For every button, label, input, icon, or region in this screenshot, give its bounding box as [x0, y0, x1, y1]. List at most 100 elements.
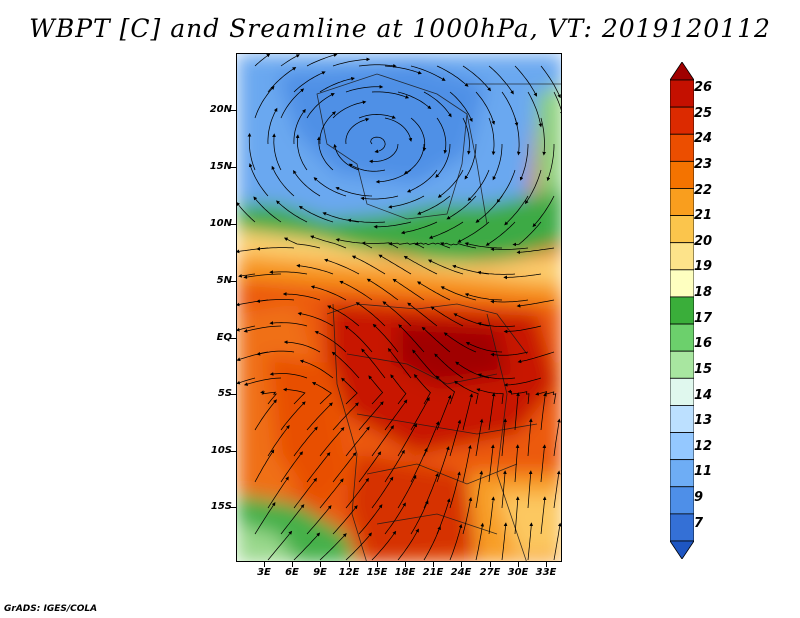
colorbar-swatch: [669, 459, 695, 488]
colorbar-top-triangle: [669, 61, 695, 81]
streamline: [306, 402, 333, 431]
streamline: [449, 471, 461, 509]
colorbar-label: 25: [694, 106, 713, 121]
colorbar-swatch: [669, 79, 695, 108]
colorbar-swatch: [669, 432, 695, 461]
streamline: [488, 496, 496, 535]
colorbar-swatches: [669, 61, 695, 560]
streamline: [436, 65, 469, 87]
streamline: [406, 169, 438, 193]
streamline: [358, 504, 383, 535]
streamline: [237, 201, 256, 223]
streamline: [384, 399, 408, 431]
streamline: [269, 321, 308, 327]
streamline: [283, 237, 321, 249]
colorbar-label: 20: [694, 234, 713, 249]
streamline: [527, 91, 543, 128]
streamline: [464, 143, 477, 180]
streamline: [475, 418, 484, 457]
colorbar-label: 12: [694, 439, 713, 454]
y-tick: [230, 224, 236, 225]
streamline: [519, 144, 529, 181]
streamline: [514, 444, 520, 483]
y-tick: [230, 167, 236, 168]
streamline: [403, 255, 438, 275]
streamline: [341, 377, 358, 405]
streamline: [436, 394, 452, 431]
streamline: [423, 525, 441, 561]
streamline: [414, 241, 451, 249]
streamline: [462, 444, 472, 483]
streamline: [501, 418, 507, 457]
streamline: [449, 91, 473, 123]
streamline: [428, 221, 464, 239]
streamline: [370, 136, 386, 154]
streamline: [488, 65, 514, 95]
streamline: [280, 54, 300, 67]
x-tick: [320, 562, 321, 567]
streamline: [382, 301, 412, 327]
streamline: [475, 91, 496, 125]
streamline: [501, 470, 507, 509]
streamline: [436, 446, 450, 483]
colorbar-swatch: [669, 242, 695, 271]
x-tick-label: 9E: [313, 567, 327, 578]
streamline: [332, 505, 358, 535]
streamline: [256, 350, 295, 356]
streamline: [243, 273, 281, 279]
streamline: [503, 273, 542, 280]
streamline: [464, 293, 503, 301]
streamline: [490, 351, 529, 357]
x-tick-label: 21E: [422, 567, 444, 578]
colorbar-swatch: [669, 377, 695, 406]
streamline: [306, 93, 335, 119]
streamline: [276, 200, 308, 223]
streamline: [306, 452, 331, 483]
streamline: [282, 292, 321, 301]
streamline: [331, 351, 360, 379]
colorbar-label: 13: [694, 413, 713, 428]
streamline: [360, 195, 399, 201]
streamline: [540, 392, 547, 431]
streamline: [267, 476, 289, 509]
streamline: [453, 313, 490, 327]
streamline: [435, 375, 455, 405]
streamline: [514, 392, 520, 431]
streamline: [397, 91, 432, 110]
x-tick: [405, 562, 406, 567]
streamline: [446, 195, 477, 220]
streamline: [501, 522, 508, 561]
streamline: [540, 117, 547, 156]
streamline: [527, 522, 534, 561]
streamline: [375, 169, 412, 184]
x-tick-label: 12E: [338, 567, 360, 578]
streamline: [436, 117, 448, 154]
streamline: [384, 65, 422, 75]
streamline: [464, 242, 502, 249]
streamline: [361, 348, 386, 379]
streamline: [384, 449, 405, 483]
streamline: [344, 325, 373, 353]
streamline: [332, 452, 357, 483]
streamline: [392, 278, 425, 301]
streamline: [293, 532, 321, 561]
y-tick-label: 5S: [217, 388, 232, 399]
streamline: [553, 91, 561, 116]
x-tick-label: 15E: [366, 567, 388, 578]
streamline: [280, 504, 305, 535]
streamline: [293, 108, 306, 145]
streamline: [254, 54, 271, 67]
streamline: [527, 418, 533, 457]
streamline: [512, 221, 542, 247]
streamline: [517, 351, 555, 364]
colorbar-swatch: [669, 323, 695, 352]
x-tick: [546, 562, 547, 567]
streamline: [361, 241, 399, 249]
streamline: [417, 195, 451, 215]
streamline: [540, 65, 561, 99]
streamline: [527, 470, 533, 509]
streamline: [467, 169, 490, 201]
streamline: [368, 375, 384, 405]
y-tick: [230, 338, 236, 339]
colorbar-label: 7: [694, 516, 704, 531]
